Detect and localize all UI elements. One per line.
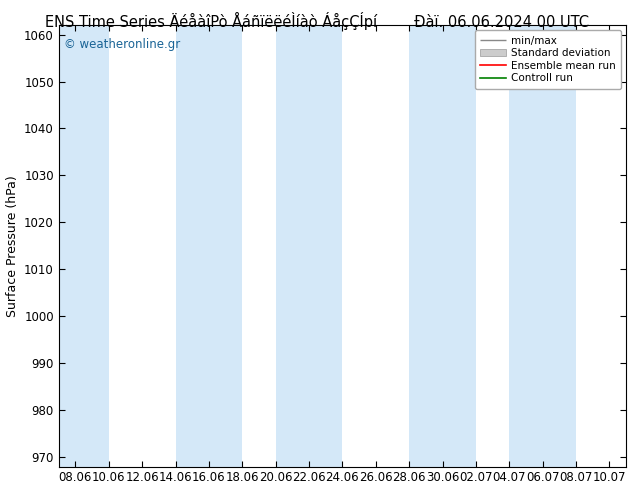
Text: ENS Time Series ÄéåàîPò ÅáñïëëéÌíàò ÁåçÇÍpí        Đàï. 06.06.2024 00 UTC: ENS Time Series ÄéåàîPò ÅáñïëëéÌíàò ÁåçÇ… [45,12,589,30]
Legend: min/max, Standard deviation, Ensemble mean run, Controll run: min/max, Standard deviation, Ensemble me… [474,30,621,89]
Text: © weatheronline.gr: © weatheronline.gr [65,38,181,51]
Bar [409,25,476,466]
Bar [276,25,342,466]
Bar [509,25,576,466]
Bar [176,25,242,466]
Bar [42,25,109,466]
Y-axis label: Surface Pressure (hPa): Surface Pressure (hPa) [6,175,18,317]
